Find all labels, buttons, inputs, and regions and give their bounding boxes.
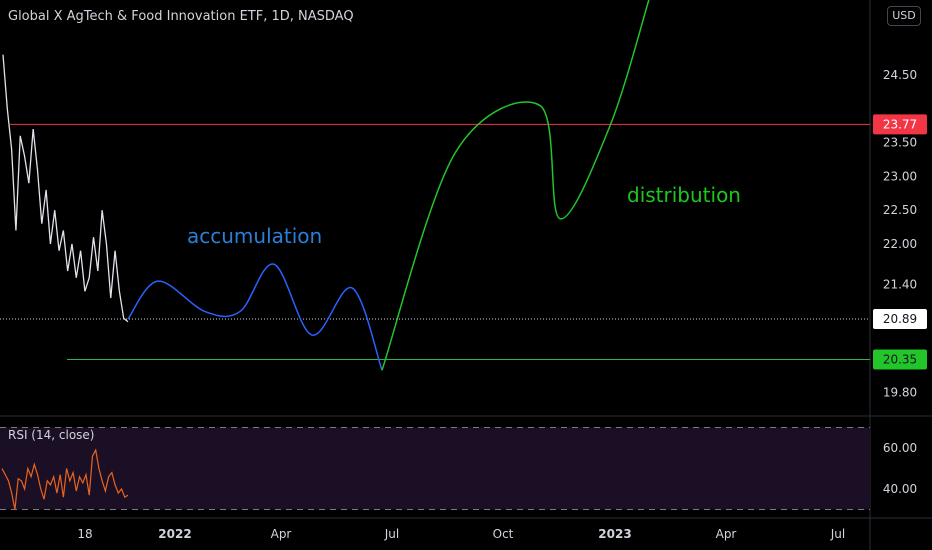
distribution-label: distribution bbox=[627, 183, 741, 207]
time-axis-tick: Jul bbox=[830, 527, 845, 541]
rsi-indicator-label[interactable]: RSI (14, close) bbox=[8, 428, 95, 442]
price-axis-tick: 23.50 bbox=[883, 136, 917, 150]
distribution-path bbox=[381, 0, 650, 371]
time-axis-tick: Jul bbox=[384, 527, 399, 541]
rsi-band bbox=[0, 427, 870, 510]
price-axis-tick: 24.50 bbox=[883, 68, 917, 82]
current-price-tag-bg bbox=[873, 309, 927, 329]
price-axis-tick: 22.50 bbox=[883, 203, 917, 217]
time-axis-tick: Apr bbox=[716, 527, 737, 541]
chart-title: Global X AgTech & Food Innovation ETF, 1… bbox=[8, 9, 354, 24]
current-price-tag: 20.89 bbox=[883, 312, 917, 326]
accumulation-label: accumulation bbox=[187, 224, 323, 248]
time-axis-tick: Oct bbox=[493, 527, 514, 541]
price-axis-tick: 19.80 bbox=[883, 386, 917, 400]
resistance-price-tag: 23.77 bbox=[883, 117, 917, 131]
price-axis-tick: 21.40 bbox=[883, 278, 917, 292]
accumulation-path bbox=[127, 263, 383, 371]
price-series-line bbox=[2, 54, 129, 323]
price-axis-tick: 23.00 bbox=[883, 169, 917, 183]
time-axis-tick: 2022 bbox=[158, 527, 191, 541]
time-axis-tick: 18 bbox=[77, 527, 92, 541]
price-axis-tick: 22.00 bbox=[883, 237, 917, 251]
support-price-tag-bg bbox=[873, 349, 927, 370]
time-axis-tick: 2023 bbox=[598, 527, 631, 541]
rsi-axis-tick: 40.00 bbox=[883, 482, 917, 496]
rsi-axis-tick: 60.00 bbox=[883, 441, 917, 455]
time-axis-tick: Apr bbox=[271, 527, 292, 541]
currency-button[interactable]: USD bbox=[887, 6, 921, 26]
support-price-tag: 20.35 bbox=[883, 352, 917, 366]
resistance-price-tag-bg bbox=[873, 114, 927, 135]
rsi-line bbox=[1, 448, 129, 510]
